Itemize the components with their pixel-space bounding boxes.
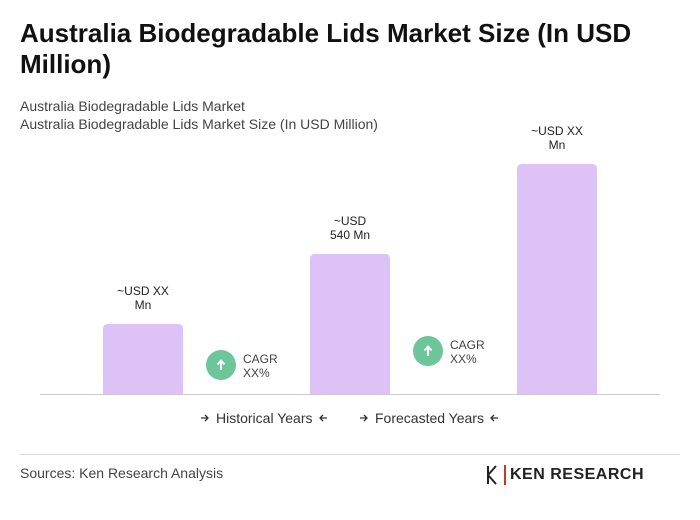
subtitle: Australia Biodegradable Lids Market Size…	[20, 116, 378, 132]
legend-entry: Forecasted Years	[375, 410, 484, 426]
cagr-label: CAGR XX%	[450, 338, 485, 366]
legend-entry: Historical Years	[216, 410, 313, 426]
cagr-arrow	[216, 358, 226, 370]
value-label: ~USD XX Mn	[531, 124, 583, 152]
value-label: ~USD 540 Mn	[329, 213, 371, 242]
source: Sources: Ken Research Analysis	[20, 465, 224, 481]
subtitle: Australia Biodegradable Lids Market	[20, 98, 245, 114]
logo-mark	[487, 465, 506, 485]
chart-title: Australia Biodegradable Lids Market Size…	[20, 18, 632, 79]
bar	[310, 253, 390, 394]
logo-text: KEN RESEARCH	[510, 466, 645, 483]
cagr-label: CAGR XX%	[243, 352, 278, 380]
value-label: ~USD XX Mn	[117, 283, 169, 312]
legend-arrows	[201, 414, 498, 422]
bar	[103, 323, 183, 394]
bar	[517, 164, 597, 394]
cagr-arrow	[423, 344, 433, 356]
